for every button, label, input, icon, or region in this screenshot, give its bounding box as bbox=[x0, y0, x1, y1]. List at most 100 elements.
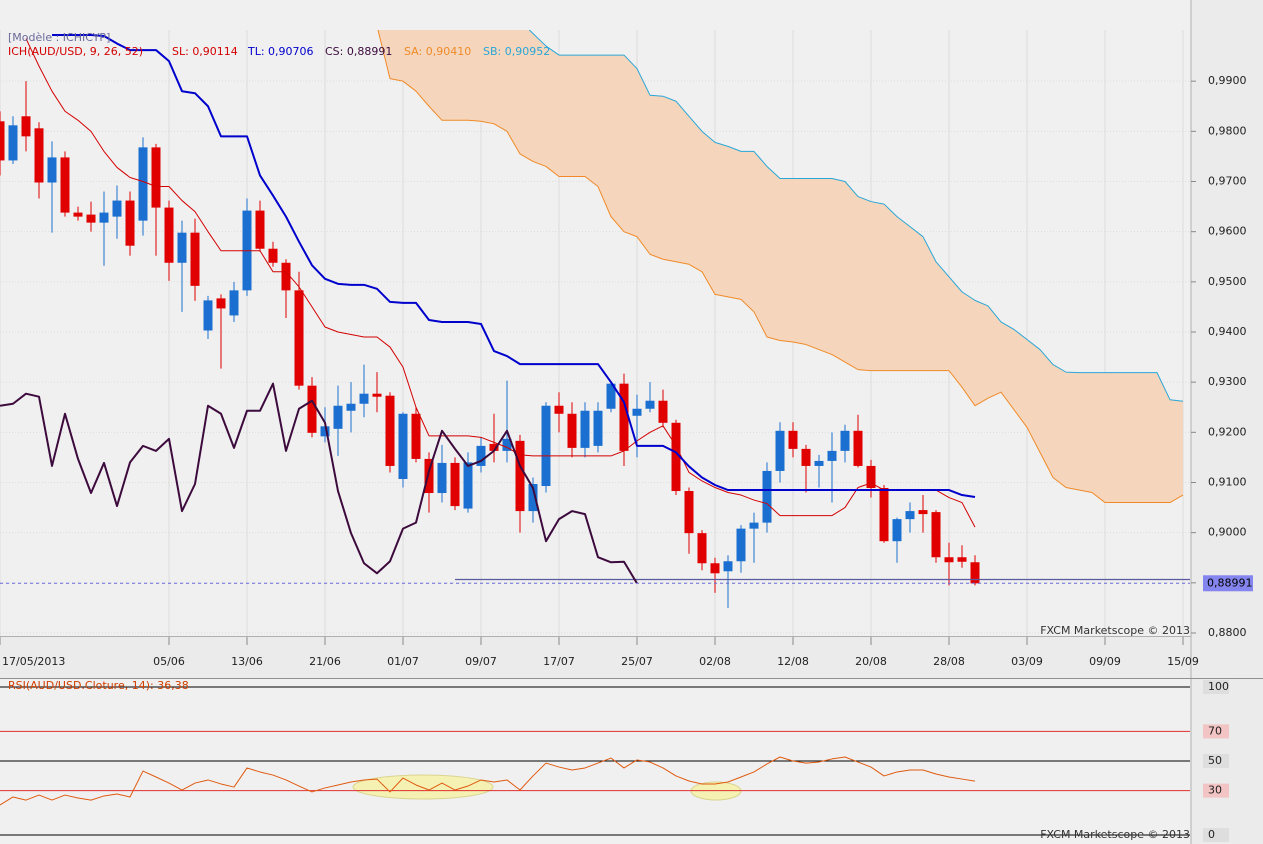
y-tick-label-bg bbox=[1203, 783, 1229, 798]
candle-body bbox=[788, 430, 798, 449]
candle-body bbox=[814, 460, 824, 466]
ichimoku-line bbox=[0, 382, 638, 584]
candle-body bbox=[320, 426, 330, 437]
ichimoku-line bbox=[25, 38, 976, 528]
candle-body bbox=[905, 511, 915, 520]
y-tick-label-bg bbox=[1203, 828, 1229, 843]
candle-body bbox=[346, 403, 356, 411]
main-overlay bbox=[0, 34, 1190, 584]
ichimoku-line bbox=[528, 30, 1184, 402]
candle-body bbox=[489, 443, 499, 451]
x-tick-label: 03/09 bbox=[1011, 655, 1043, 668]
candle-body bbox=[281, 262, 291, 291]
y-tick-label: 0,9200 bbox=[1208, 425, 1247, 438]
candle-body bbox=[593, 410, 603, 446]
candle-body bbox=[190, 232, 200, 286]
ichimoku-line bbox=[52, 34, 976, 499]
ichimoku-line bbox=[377, 30, 1184, 504]
y-tick-label: 70 bbox=[1208, 724, 1222, 737]
candle-body bbox=[411, 413, 421, 459]
indicator-label: ICH(AUD/USD, 9, 26, 52) bbox=[8, 45, 143, 58]
rsi-line bbox=[0, 756, 976, 806]
x-tick-label: 12/08 bbox=[777, 655, 809, 668]
candle-body bbox=[73, 212, 83, 217]
candle-body bbox=[918, 510, 928, 515]
candle-body bbox=[853, 430, 863, 466]
candle-body bbox=[671, 422, 681, 492]
candle-body bbox=[203, 300, 213, 331]
y-tick-label: 0,9800 bbox=[1208, 124, 1247, 137]
candle-body bbox=[684, 491, 694, 534]
x-tick-label: 28/08 bbox=[933, 655, 965, 668]
y-tick-label: 0,9700 bbox=[1208, 175, 1247, 188]
y-tick-label: 0,9900 bbox=[1208, 74, 1247, 87]
candle-body bbox=[138, 147, 148, 221]
last-price-box bbox=[1203, 575, 1253, 592]
candle-body bbox=[0, 121, 5, 161]
x-tick-label: 05/06 bbox=[153, 655, 185, 668]
y-tick-label: 30 bbox=[1208, 784, 1222, 797]
candle-body bbox=[567, 413, 577, 448]
y-tick-label: 100 bbox=[1208, 680, 1229, 693]
candle-body bbox=[372, 393, 382, 397]
candle-body bbox=[840, 430, 850, 451]
watermark: FXCM Marketscope © 2013 bbox=[1040, 624, 1190, 637]
candle-body bbox=[827, 450, 837, 461]
x-tick-label: 13/06 bbox=[231, 655, 263, 668]
y-tick-label: 50 bbox=[1208, 754, 1222, 767]
x-tick-label: 17/05/2013 bbox=[2, 655, 65, 668]
candle-body bbox=[21, 116, 31, 137]
rsi-plot bbox=[0, 686, 1190, 836]
candle-body bbox=[541, 405, 551, 487]
candle-body bbox=[463, 462, 473, 509]
y-tick-label: 0,9300 bbox=[1208, 375, 1247, 388]
candle-body bbox=[970, 562, 980, 584]
x-tick-label: 09/07 bbox=[465, 655, 497, 668]
x-tick-label: 17/07 bbox=[543, 655, 575, 668]
candle-body bbox=[515, 440, 525, 512]
x-tick-label: 15/09 bbox=[1167, 655, 1199, 668]
candle-body bbox=[892, 519, 902, 542]
candle-body bbox=[762, 470, 772, 523]
candle-body bbox=[86, 214, 96, 223]
candle-body bbox=[268, 248, 278, 263]
candle-body bbox=[294, 290, 304, 386]
highlight-ellipse bbox=[352, 774, 494, 800]
legend-entry: CS: 0,88991 bbox=[325, 45, 392, 58]
candle-body bbox=[385, 395, 395, 466]
main-plot bbox=[0, 30, 1184, 608]
candle-body bbox=[736, 528, 746, 562]
candle-body bbox=[359, 393, 369, 404]
candle-body bbox=[47, 157, 57, 183]
candle-body bbox=[931, 512, 941, 558]
candle-body bbox=[957, 557, 967, 562]
y-tick-label-bg bbox=[1203, 724, 1229, 739]
candle-body bbox=[723, 561, 733, 572]
y-tick-label: 0,9000 bbox=[1208, 526, 1247, 539]
rsi-title: RSI(AUD/USD.Cloture, 14): 36,38 bbox=[8, 679, 189, 692]
x-tick-label: 21/06 bbox=[309, 655, 341, 668]
candle-body bbox=[60, 157, 70, 213]
candle-body bbox=[8, 125, 18, 161]
candle-body bbox=[164, 207, 174, 263]
candle-body bbox=[125, 200, 135, 246]
candle-body bbox=[528, 483, 538, 512]
candle-body bbox=[437, 462, 447, 494]
y-tick-label: 0,8800 bbox=[1208, 626, 1247, 639]
candle-body bbox=[112, 200, 122, 217]
y-tick-label-bg bbox=[1203, 753, 1229, 768]
last-price-label: 0,88991 bbox=[1207, 576, 1253, 589]
candle-body bbox=[710, 563, 720, 574]
watermark: FXCM Marketscope © 2013 bbox=[1040, 828, 1190, 841]
candle-body bbox=[333, 405, 343, 429]
candle-body bbox=[398, 413, 408, 479]
y-tick-label: 0,9400 bbox=[1208, 325, 1247, 338]
candle-body bbox=[255, 210, 265, 249]
cloud bbox=[377, 30, 1183, 503]
y-tick-label: 0,9100 bbox=[1208, 475, 1247, 488]
axes: 0,88000,89000,90000,91000,92000,93000,94… bbox=[0, 74, 1253, 843]
candle-body bbox=[801, 448, 811, 466]
candle-body bbox=[99, 212, 109, 223]
y-tick-label: 0,9600 bbox=[1208, 225, 1247, 238]
